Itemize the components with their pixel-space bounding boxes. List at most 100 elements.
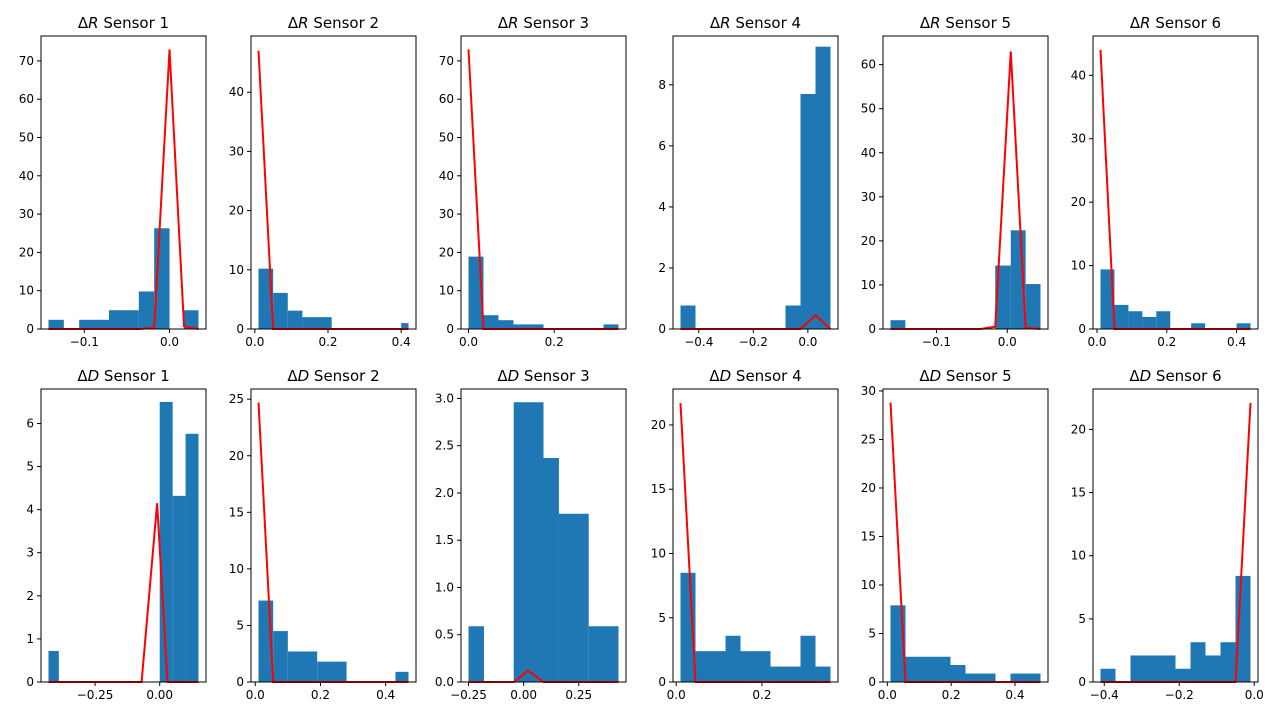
histogram-bar	[1010, 673, 1041, 682]
y-tick-label: 2	[26, 589, 34, 603]
y-tick-label: 20	[861, 234, 876, 248]
y-tick-label: 20	[439, 245, 454, 259]
subplot-12: −0.4 −0.2 0.0 0 5 10 15 20 ΔD Sensor 6	[1071, 367, 1264, 702]
histogram-bar	[273, 292, 288, 329]
histogram-bar	[79, 319, 110, 329]
histogram-bar	[785, 305, 801, 329]
y-tick-label: 0	[1078, 675, 1086, 689]
subplot-6: 0.0 0.2 0.4 0 10 20 30 40 ΔR Sensor 6	[1071, 14, 1259, 349]
histogram-bar	[1220, 642, 1236, 682]
x-tick-label: 0.2	[545, 335, 564, 349]
axes-frame	[672, 388, 839, 683]
subplot-8: 0.0 0.2 0.4 0 5 10 15 20 25 ΔD Sensor 2	[229, 367, 417, 702]
histogram-bar	[1205, 655, 1221, 682]
histogram-bar	[1025, 284, 1041, 329]
histogram-bar	[603, 324, 619, 329]
y-tick-label: 30	[439, 207, 454, 221]
y-tick-label: 10	[651, 546, 666, 560]
histogram-bar	[1130, 655, 1176, 682]
y-tick-label: 15	[229, 505, 244, 519]
subplot-title: ΔD Sensor 5	[919, 367, 1011, 385]
x-tick-label: 0.0	[246, 688, 265, 702]
y-tick-label: 30	[861, 190, 876, 204]
y-tick-label: 8	[658, 78, 666, 92]
y-tick-label: 10	[1071, 549, 1086, 563]
y-tick-label: 40	[1071, 68, 1086, 82]
histogram-bar	[159, 401, 173, 682]
histogram-bar	[995, 265, 1011, 329]
fit-line	[467, 49, 619, 330]
histogram-bar	[48, 319, 64, 329]
subplot-title: ΔR Sensor 2	[288, 14, 379, 32]
y-tick-label: 3.0	[435, 391, 454, 405]
histogram-bar	[815, 666, 831, 682]
x-tick-label: 0.0	[1087, 335, 1106, 349]
y-tick-label: 30	[229, 144, 244, 158]
y-tick-label: 0	[868, 675, 876, 689]
y-tick-label: 10	[439, 284, 454, 298]
y-tick-label: 4	[26, 503, 34, 517]
histogram-bar	[1191, 323, 1206, 329]
histogram-bar	[1142, 316, 1157, 329]
y-tick-label: 20	[651, 418, 666, 432]
x-tick-label: 0.2	[311, 688, 330, 702]
histogram-bar	[800, 635, 816, 682]
y-tick-label: 30	[19, 207, 34, 221]
x-tick-label: 0.2	[1157, 335, 1176, 349]
x-tick-label: 0.2	[318, 335, 337, 349]
histogram-bar	[1128, 311, 1143, 329]
histogram-bar	[513, 324, 544, 329]
y-tick-label: 20	[861, 481, 876, 495]
histogram-bar	[800, 93, 816, 330]
x-tick-label: 0.0	[1245, 688, 1264, 702]
histogram-bar	[109, 310, 139, 329]
histogram-bar	[1100, 668, 1116, 682]
subplot-title: ΔD Sensor 4	[709, 367, 801, 385]
y-tick-label: 4	[658, 200, 666, 214]
y-tick-label: 10	[229, 263, 244, 277]
axes-frame	[250, 35, 417, 330]
y-tick-label: 0	[446, 322, 454, 336]
x-tick-label: −0.1	[70, 335, 99, 349]
y-tick-label: 5	[658, 611, 666, 625]
y-tick-label: 0	[658, 675, 666, 689]
histogram-bar	[1190, 642, 1206, 682]
histogram-bar	[543, 458, 559, 682]
histogram-bar	[498, 320, 514, 329]
axes-frame	[250, 388, 417, 683]
subplot-7: −0.25 0.00 0 1 2 3 4 5 6 ΔD Sensor 1	[26, 367, 207, 702]
y-tick-label: 40	[861, 146, 876, 160]
histogram-bar	[725, 635, 741, 682]
subplot-title: ΔR Sensor 6	[1130, 14, 1221, 32]
y-tick-label: 10	[861, 278, 876, 292]
histogram-bar	[1100, 269, 1115, 329]
histogram-bar	[302, 317, 332, 329]
y-tick-label: 30	[1071, 132, 1086, 146]
y-tick-label: 25	[861, 432, 876, 446]
x-tick-label: 0.4	[1227, 335, 1246, 349]
histogram-bar	[172, 495, 186, 682]
y-tick-label: 5	[1078, 612, 1086, 626]
axes-frame	[40, 388, 207, 683]
y-tick-label: 70	[439, 54, 454, 68]
histogram-bar	[1236, 323, 1251, 329]
histogram-bar	[558, 513, 589, 682]
histogram-bar	[287, 310, 303, 329]
fit-line	[1099, 49, 1251, 330]
axes-frame	[40, 35, 207, 330]
y-tick-label: 70	[19, 54, 34, 68]
subplot-title: ΔR Sensor 4	[710, 14, 801, 32]
histogram-bar	[1114, 304, 1129, 329]
x-tick-label: 0.2	[752, 688, 771, 702]
axes-frame	[672, 35, 839, 330]
x-tick-label: 0.0	[998, 335, 1017, 349]
y-tick-label: 0.0	[435, 675, 454, 689]
histogram-bar	[258, 268, 274, 329]
histogram-bar	[513, 402, 544, 682]
x-tick-label: −0.1	[922, 335, 951, 349]
y-tick-label: 40	[19, 169, 34, 183]
subplot-2: 0.0 0.2 0.4 0 10 20 30 40 ΔR Sensor 2	[229, 14, 417, 349]
fit-line	[48, 49, 199, 330]
y-tick-label: 50	[19, 131, 34, 145]
